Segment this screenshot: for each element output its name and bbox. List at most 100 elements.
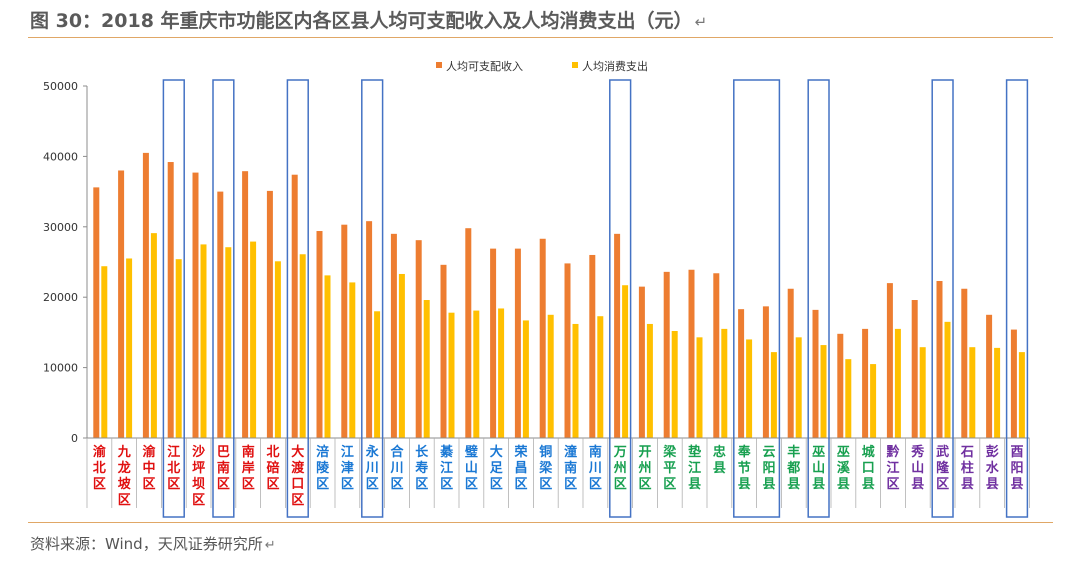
- bar-income: [961, 288, 968, 438]
- bar-consumption: [795, 337, 802, 438]
- bar-income: [539, 238, 546, 438]
- bar-income: [787, 288, 794, 438]
- x-tick-label: 开州区: [637, 445, 651, 492]
- bar-income: [1010, 329, 1017, 438]
- bar-consumption: [250, 241, 257, 438]
- bar-income: [167, 162, 174, 439]
- bar-income: [465, 228, 472, 438]
- x-tick-label: 巴南区: [217, 445, 230, 492]
- bar-income: [192, 172, 199, 439]
- bar-consumption: [1018, 352, 1025, 438]
- x-tick-label: 长寿区: [415, 444, 429, 492]
- x-tick-label: 城口县: [862, 444, 875, 492]
- bar-consumption: [894, 328, 901, 438]
- legend-label-income: 人均可支配收入: [446, 59, 523, 73]
- x-tick-label: 沙坪坝区: [192, 445, 205, 508]
- y-tick-label: 40000: [43, 150, 78, 163]
- legend-label-consumption: 人均消费支出: [582, 59, 648, 73]
- bar-consumption: [498, 308, 505, 438]
- highlight-box: [807, 79, 830, 518]
- bar-consumption: [398, 273, 405, 438]
- bar-income: [738, 309, 745, 438]
- bar-consumption: [423, 300, 430, 438]
- bar-income: [986, 314, 993, 438]
- bar-consumption: [721, 328, 728, 438]
- bar-consumption: [547, 314, 554, 438]
- bar-income: [366, 221, 373, 438]
- x-tick-label: 酉阳县: [1010, 445, 1023, 492]
- bar-income: [514, 248, 521, 438]
- bar-income: [490, 248, 497, 438]
- y-tick-label: 0: [71, 432, 78, 445]
- bar-chart: 人均可支配收入 人均消费支出 0 10000 20000 30000 40000 5000…: [43, 59, 1030, 518]
- x-tick-label: 梁平区: [662, 444, 677, 492]
- bar-income: [837, 333, 844, 438]
- bar-consumption: [572, 323, 579, 438]
- highlight-box: [286, 79, 309, 518]
- bar-income: [589, 254, 596, 438]
- bar-consumption: [448, 312, 455, 438]
- bar-consumption: [200, 244, 207, 438]
- x-tick-label: 彭水县: [986, 444, 1000, 492]
- bar-consumption: [845, 359, 852, 438]
- x-tick-label: 武隆区: [936, 444, 950, 492]
- bar-consumption: [646, 323, 653, 438]
- highlight-box: [361, 79, 384, 518]
- highlight-box: [1005, 79, 1029, 518]
- bar-income: [93, 187, 100, 438]
- x-axis: 渝北区九龙坡区渝中区江北区沙坪坝区巴南区南岸区北碚区大渡口区涪陵区江津区永川区合…: [86, 437, 1030, 508]
- bar-consumption: [696, 337, 703, 438]
- bar-consumption: [671, 330, 678, 438]
- y-axis: 0 10000 20000 30000 40000 50000: [43, 80, 88, 445]
- x-tick-label: 巫山县: [812, 445, 825, 492]
- bar-consumption: [150, 233, 157, 438]
- x-tick-label: 江北区: [167, 444, 180, 492]
- bar-consumption: [175, 259, 182, 438]
- bar-consumption: [820, 345, 827, 438]
- x-tick-label: 九龙坡区: [117, 445, 132, 508]
- bottom-rule: [28, 522, 1053, 523]
- y-tick-label: 20000: [43, 291, 78, 304]
- x-tick-label: 秀山县: [910, 444, 925, 492]
- x-tick-label: 合川区: [389, 444, 404, 492]
- x-tick-label: 永川区: [365, 444, 380, 492]
- bars: [93, 152, 1025, 439]
- x-tick-label: 垫江县: [688, 444, 701, 492]
- bar-income: [291, 174, 298, 439]
- legend-swatch-income: [436, 62, 442, 68]
- bar-consumption: [870, 364, 877, 438]
- bar-consumption: [473, 310, 480, 438]
- bar-income: [614, 233, 621, 438]
- x-tick-label: 江津区: [341, 444, 354, 492]
- x-tick-label: 巫溪县: [837, 445, 851, 492]
- x-tick-label: 黔江区: [886, 444, 899, 492]
- bar-consumption: [349, 282, 356, 438]
- bar-consumption: [597, 316, 604, 438]
- bar-consumption: [324, 275, 331, 438]
- highlight-box: [931, 79, 954, 518]
- x-tick-label: 荣昌区: [513, 444, 528, 492]
- x-tick-label: 大足区: [490, 444, 504, 492]
- x-tick-label: 南川区: [588, 444, 602, 492]
- x-tick-label: 万州区: [613, 445, 627, 492]
- bar-income: [688, 269, 695, 438]
- legend-swatch-consumption: [572, 62, 578, 68]
- x-tick-label: 涪陵区: [316, 444, 330, 492]
- x-tick-label: 云阳县: [762, 445, 775, 492]
- bar-consumption: [944, 321, 951, 438]
- x-tick-label: 北碚区: [266, 445, 279, 492]
- bar-income: [638, 286, 645, 438]
- return-mark-icon: ↵: [264, 538, 276, 553]
- bar-income: [142, 152, 149, 438]
- bar-consumption: [225, 247, 232, 438]
- x-tick-label: 璧山区: [465, 444, 478, 492]
- bar-income: [390, 233, 397, 438]
- bar-income: [862, 328, 869, 438]
- x-tick-label: 大渡口区: [291, 444, 305, 508]
- bar-consumption: [622, 285, 629, 438]
- x-tick-label: 渝中区: [142, 444, 156, 492]
- return-mark-icon: ↵: [694, 13, 708, 31]
- bar-consumption: [746, 339, 753, 438]
- highlight-box: [212, 79, 235, 518]
- bar-income: [316, 231, 323, 438]
